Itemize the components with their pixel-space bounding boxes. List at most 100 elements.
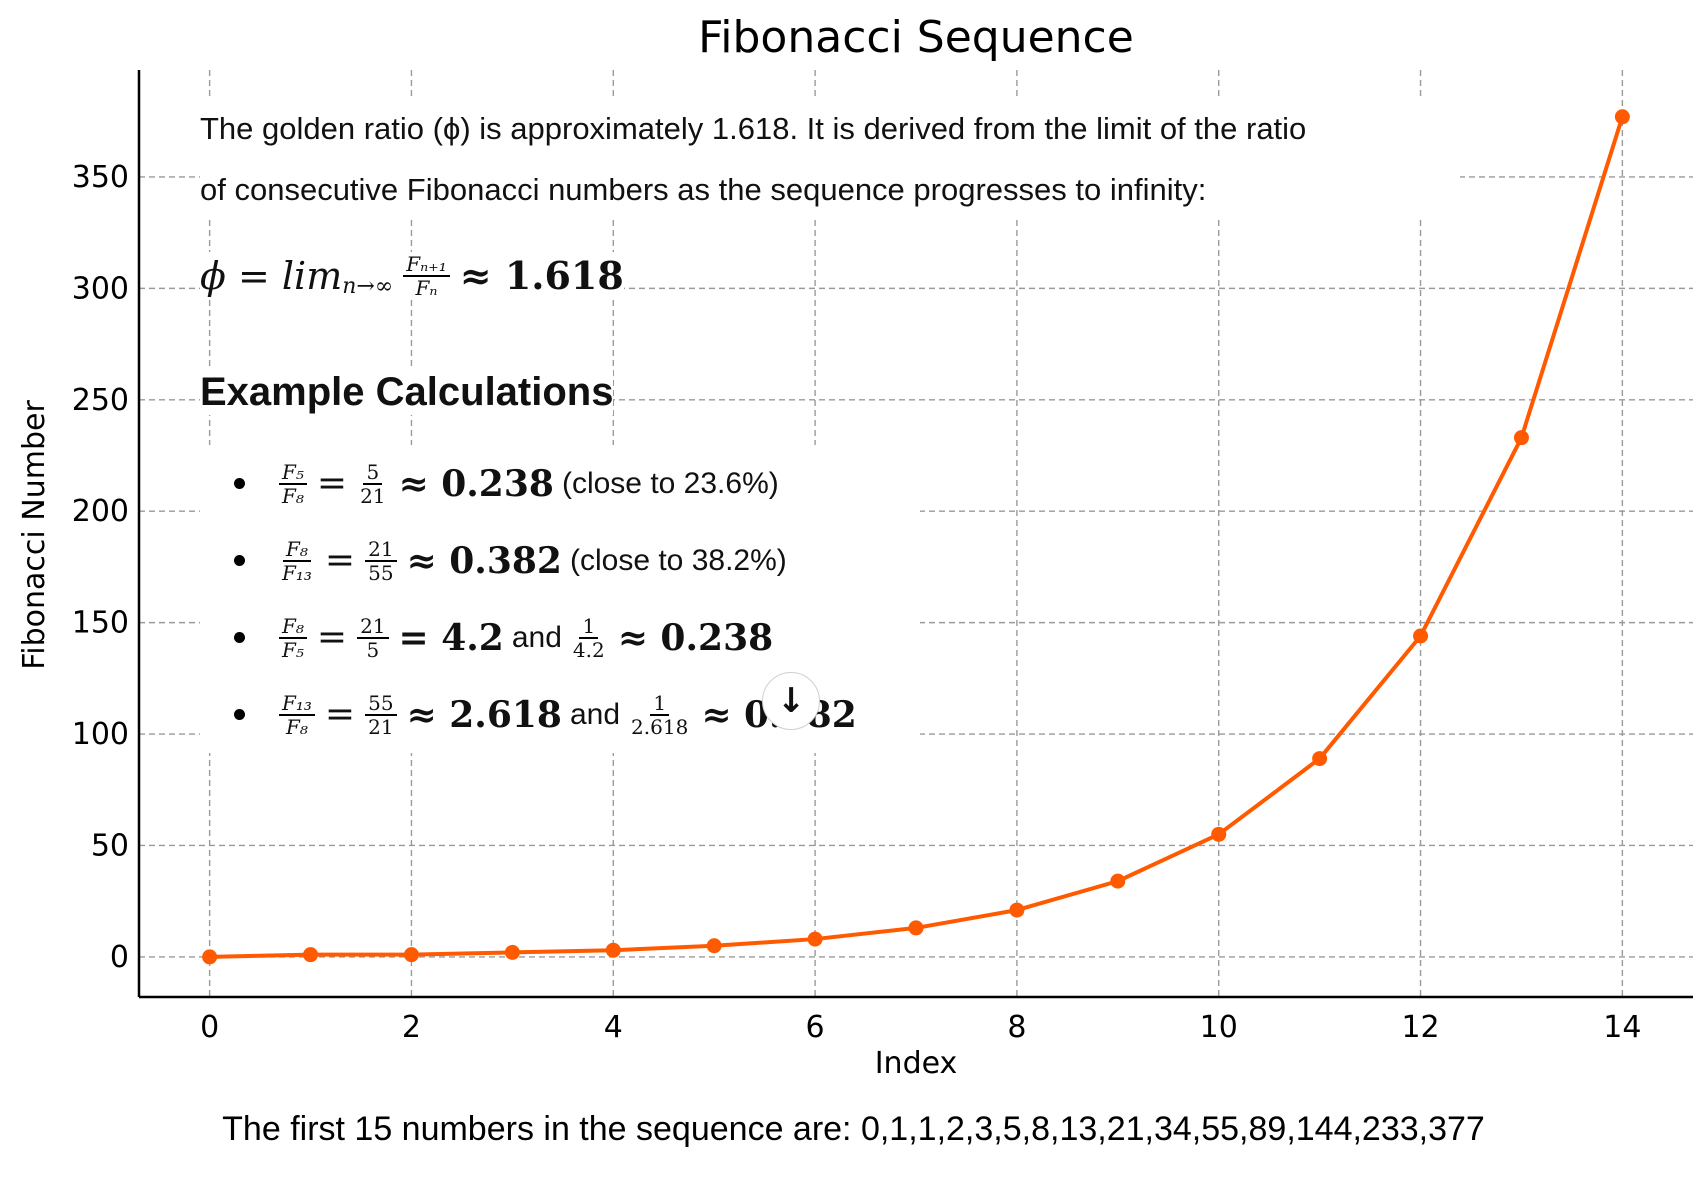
data-point [1211, 826, 1227, 842]
y-tick-label: 200 [72, 494, 129, 529]
ratio-denominator: F₈ [282, 483, 304, 508]
ratio-fraction: F₅ F₈ [279, 461, 307, 507]
x-tick-label: 2 [402, 1010, 421, 1045]
value-fraction: 21 55 [365, 538, 397, 585]
x-tick-label: 14 [1603, 1010, 1641, 1045]
formula-lhs: ϕ = lim [200, 253, 343, 298]
calc-expression: F₅ F₈ = 5 21 ≈ 0.238 [279, 461, 554, 507]
calc-expression: F₁₃ F₈ = 55 21 ≈ 2.618 [279, 692, 562, 738]
value-numerator: 21 [365, 538, 397, 562]
intro-text: The golden ratio (ϕ) is approximately 1.… [200, 98, 1460, 220]
value-fraction: 5 21 [357, 461, 388, 507]
ratio-denominator: F₁₃ [282, 560, 312, 585]
x-tick-label: 8 [1007, 1010, 1026, 1045]
reciprocal-numerator: 1 [579, 615, 599, 639]
data-series [202, 109, 1630, 965]
calc-note: (close to 23.6%) [561, 466, 779, 500]
bullet-icon [234, 555, 245, 566]
data-point [403, 947, 419, 963]
ratio-denominator: F₈ [286, 714, 308, 739]
value-denominator: 21 [360, 483, 386, 508]
value-denominator: 5 [366, 637, 380, 662]
ratio-numerator: F₈ [283, 538, 311, 562]
ratio-denominator: F₅ [282, 637, 304, 662]
x-tick-label: 6 [806, 1010, 825, 1045]
y-tick-label: 0 [110, 940, 129, 975]
scroll-down-button[interactable]: ↓ [762, 672, 820, 730]
y-tick-label: 250 [72, 383, 129, 418]
calc-result: ≈ 2.618 [406, 693, 562, 736]
data-point [807, 931, 823, 947]
arrow-down-icon: ↓ [776, 681, 806, 721]
bullet-icon [234, 632, 245, 643]
value-numerator: 5 [363, 461, 383, 485]
y-tick-label: 350 [72, 160, 129, 195]
calc-item: F₈ F₅ = 21 5 = 4.2 and 1 4.2 ≈ 0.238 [200, 599, 920, 676]
ratio-fraction: F₈ F₅ [279, 615, 307, 661]
formula-sub: n→∞ [342, 274, 394, 299]
calc-item: F₈ F₁₃ = 21 55 ≈ 0.382 (close to 38.2%) [200, 522, 920, 599]
value-fraction: 21 5 [357, 615, 389, 662]
x-axis-label: Index [875, 1046, 958, 1081]
data-point [1312, 751, 1328, 767]
calc-result: ≈ 0.382 [406, 539, 562, 582]
reciprocal-expression: 12.618 ≈ 0.382 [628, 692, 857, 738]
x-tick-label: 4 [604, 1010, 623, 1045]
sequence-footer: The first 15 numbers in the sequence are… [222, 1110, 1485, 1148]
ratio-fraction: F₁₃ F₈ [279, 692, 315, 738]
y-tick-label: 150 [72, 606, 129, 641]
reciprocal-result: ≈ 0.238 [617, 616, 774, 659]
formula-fraction: Fₙ₊₁ Fₙ [403, 253, 450, 299]
value-numerator: 21 [357, 615, 389, 639]
calc-result: ≈ 0.238 [398, 462, 554, 505]
calc-conjunction: and [569, 697, 621, 731]
data-point [908, 920, 924, 936]
formula-rhs: ≈ 1.618 [459, 253, 624, 298]
data-point [1614, 109, 1630, 125]
reciprocal-denominator: 2.618 [631, 714, 689, 739]
value-numerator: 55 [365, 692, 397, 716]
intro-line-1: The golden ratio (ϕ) is approximately 1.… [200, 111, 1307, 146]
ratio-fraction: F₈ F₁₃ [279, 538, 315, 584]
data-point [504, 944, 520, 960]
y-tick-label: 50 [91, 828, 129, 863]
x-tick-label: 10 [1200, 1010, 1238, 1045]
ratio-numerator: F₁₃ [279, 692, 315, 716]
calc-expression: F₈ F₅ = 21 5 = 4.2 [279, 615, 504, 661]
value-denominator: 55 [368, 560, 394, 585]
y-tick-label: 300 [72, 271, 129, 306]
data-point [303, 947, 319, 963]
tick-labels: 0 2 4 6 8 10 12 14 0 50 100 150 200 250 300 350 [72, 160, 1642, 1045]
value-denominator: 21 [368, 714, 394, 739]
reciprocal-denominator: 4.2 [572, 637, 605, 662]
ratio-numerator: F₈ [279, 615, 307, 639]
formula-denominator: Fₙ [415, 275, 438, 300]
formula-numerator: Fₙ₊₁ [403, 253, 450, 277]
data-point [706, 938, 722, 954]
data-point [1413, 628, 1429, 644]
y-axis-label: Fibonacci Number [17, 400, 52, 670]
reciprocal-fraction: 1 2.618 [628, 692, 691, 738]
equals-sign: = [316, 463, 348, 504]
equals-sign: = [324, 694, 356, 735]
data-point [202, 949, 218, 965]
equals-sign: = [324, 540, 356, 581]
x-tick-label: 12 [1401, 1010, 1439, 1045]
calc-conjunction: and [511, 620, 562, 654]
bullet-icon [234, 478, 245, 489]
golden-ratio-formula: ϕ = lim n→∞ Fₙ₊₁ Fₙ ≈ 1.618 [200, 252, 624, 299]
reciprocal-numerator: 1 [650, 692, 670, 716]
example-calculations-heading: Example Calculations [200, 370, 614, 415]
calc-item: F₅ F₈ = 5 21 ≈ 0.238 (close to 23.6%) [200, 445, 920, 522]
bullet-icon [234, 709, 245, 720]
y-tick-label: 100 [72, 717, 129, 752]
value-fraction: 55 21 [365, 692, 397, 739]
reciprocal-expression: 1 4.2 ≈ 0.238 [570, 615, 773, 661]
data-point [1110, 873, 1126, 889]
data-point [1513, 430, 1529, 446]
x-tick-label: 0 [200, 1010, 219, 1045]
calc-expression: F₈ F₁₃ = 21 55 ≈ 0.382 [279, 538, 562, 584]
equals-sign: = [316, 617, 348, 658]
data-point [1009, 902, 1025, 918]
reciprocal-fraction: 1 4.2 [570, 615, 608, 661]
